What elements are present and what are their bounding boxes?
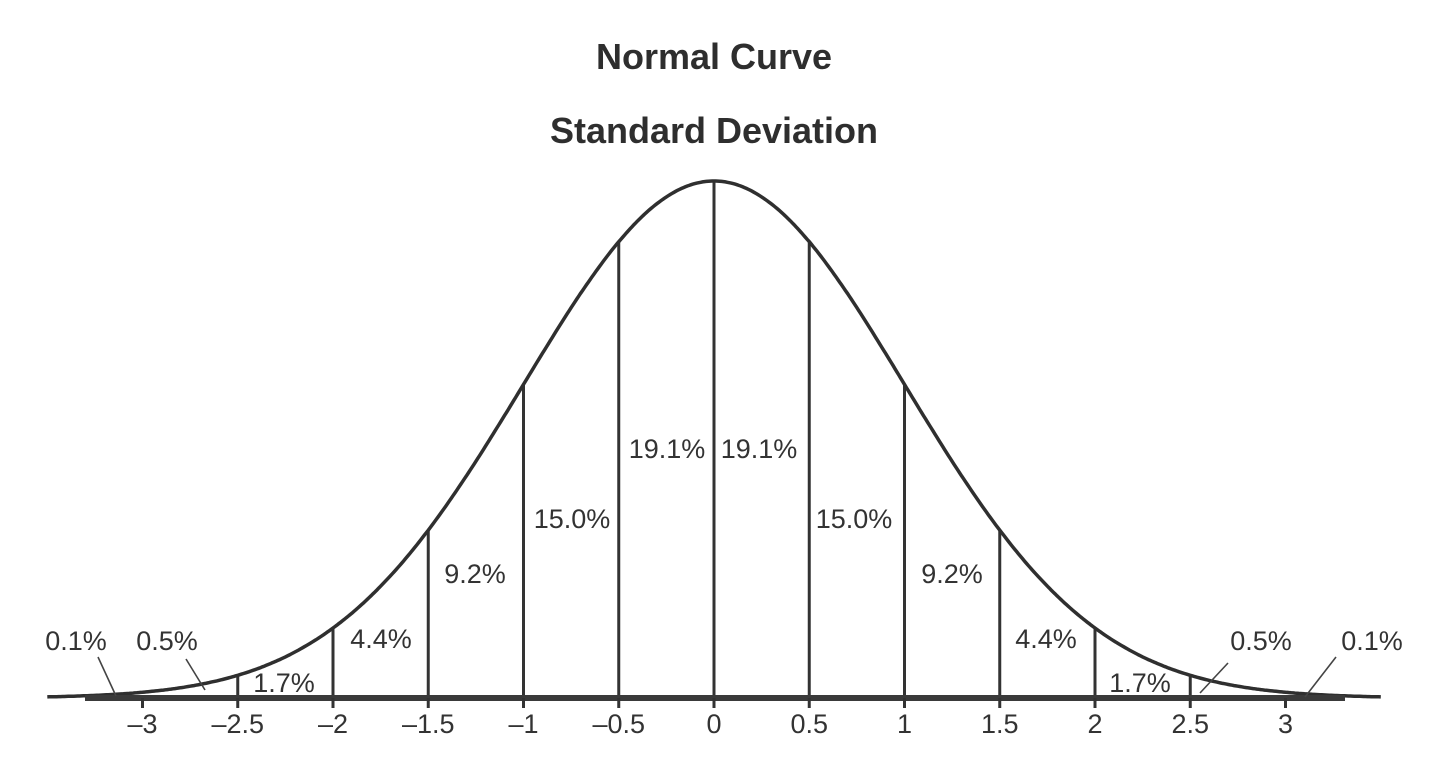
segment-label: 1.7% bbox=[1109, 668, 1171, 698]
segment-label: 15.0% bbox=[534, 504, 611, 534]
x-tick-label: 1.5 bbox=[981, 709, 1019, 739]
leader-line bbox=[1199, 662, 1229, 694]
x-tick-marks bbox=[141, 698, 1287, 708]
x-tick-labels: –3 –2.5 –2 –1.5 –1 –0.5 0 0.5 1 1.5 2 2.5 3 bbox=[127, 709, 1293, 739]
segment-label: 9.2% bbox=[921, 559, 983, 589]
x-tick-label: –2.5 bbox=[211, 709, 264, 739]
chart-title: Normal Curve bbox=[595, 36, 833, 77]
segment-label: 4.4% bbox=[350, 624, 412, 654]
x-tick-label: –1 bbox=[508, 709, 538, 739]
segment-label: 1.7% bbox=[253, 668, 315, 698]
x-tick-label: 0.5 bbox=[790, 709, 828, 739]
segment-label: 0.1% bbox=[45, 626, 107, 656]
x-tick-label: –2 bbox=[318, 709, 348, 739]
x-tick-label: 1 bbox=[897, 709, 912, 739]
leader-line bbox=[97, 656, 117, 697]
segment-label: 15.0% bbox=[816, 504, 893, 534]
segment-label: 0.1% bbox=[1341, 626, 1403, 656]
segment-label: 0.5% bbox=[136, 626, 198, 656]
segment-label: 19.1% bbox=[629, 434, 706, 464]
x-tick-label: 2.5 bbox=[1171, 709, 1209, 739]
x-tick-label: –1.5 bbox=[402, 709, 455, 739]
segment-labels: 0.1% 0.5% 1.7% 4.4% 9.2% 15.0% 19.1% 19.1% 15.0%… bbox=[45, 434, 1403, 698]
x-tick-label: –3 bbox=[127, 709, 157, 739]
leader-lines bbox=[97, 656, 1337, 698]
x-tick-label: 2 bbox=[1087, 709, 1102, 739]
segment-label: 4.4% bbox=[1015, 624, 1077, 654]
x-tick-label: 3 bbox=[1278, 709, 1293, 739]
divider-lines bbox=[236, 181, 1192, 698]
x-tick-label: –0.5 bbox=[592, 709, 645, 739]
chart-subtitle: Standard Deviation bbox=[549, 110, 879, 151]
segment-label: 19.1% bbox=[721, 434, 798, 464]
segment-label: 9.2% bbox=[444, 559, 506, 589]
leader-line bbox=[185, 658, 206, 691]
x-tick-label: 0 bbox=[706, 709, 721, 739]
normal-curve-line bbox=[47, 179, 1381, 699]
segment-label: 0.5% bbox=[1230, 626, 1292, 656]
leader-line bbox=[1304, 656, 1337, 698]
